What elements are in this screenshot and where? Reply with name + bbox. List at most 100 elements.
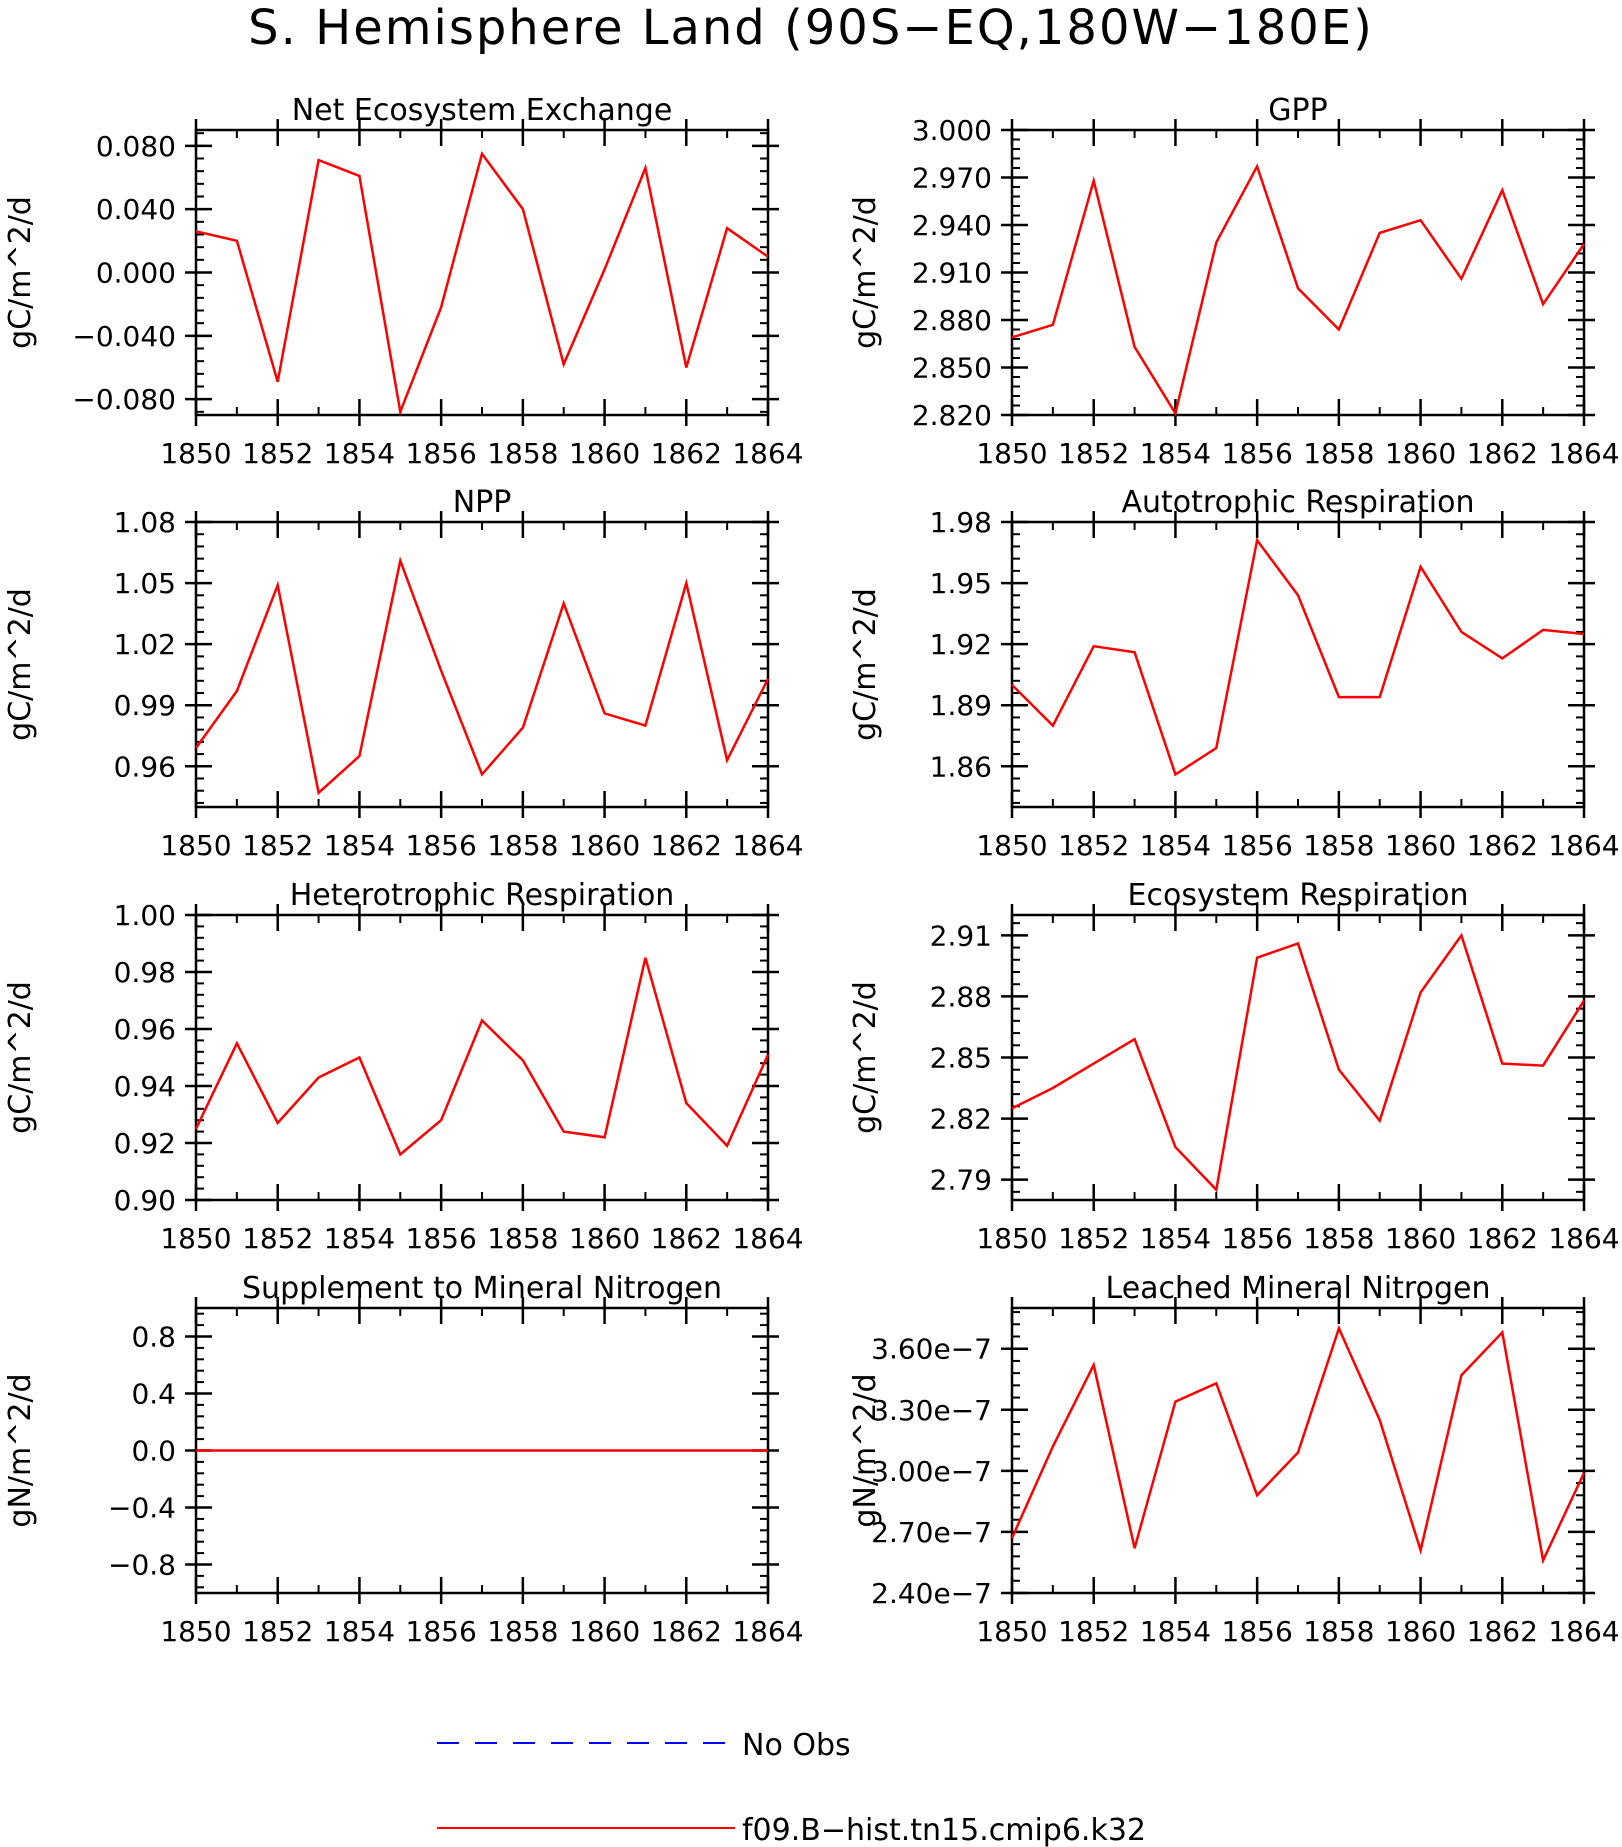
y-tick-label: 0.94 <box>114 1070 176 1103</box>
x-tick-label: 1862 <box>1467 1222 1538 1255</box>
y-tick-label: 0.4 <box>131 1378 176 1411</box>
x-tick-label: 1860 <box>1385 437 1456 470</box>
x-tick-label: 1860 <box>1385 1615 1456 1648</box>
legend-label-model: f09.B−hist.tn15.cmip6.k32 <box>742 1813 1146 1847</box>
y-tick-label: 1.89 <box>930 689 992 722</box>
plot-frame <box>1010 913 1586 1202</box>
y-tick-label: 0.96 <box>114 750 176 783</box>
y-tick-label: 2.79 <box>930 1164 992 1197</box>
x-tick-label: 1860 <box>1385 829 1456 862</box>
x-tick-label: 1852 <box>242 437 313 470</box>
y-tick-label: 1.05 <box>114 567 176 600</box>
y-tick-label: 2.40e−7 <box>871 1577 992 1610</box>
x-tick-label: 1858 <box>1303 829 1374 862</box>
x-tick-label: 1852 <box>242 829 313 862</box>
chart-panel-4: Heterotrophic Respiration gC/m^2/d 1850 185… <box>3 878 804 1255</box>
y-tick-label: 2.85 <box>930 1042 992 1075</box>
y-tick-label: 3.60e−7 <box>871 1333 992 1366</box>
x-tick-label: 1864 <box>1548 1615 1619 1648</box>
x-tick-label: 1860 <box>1385 1222 1456 1255</box>
x-tick-label: 1862 <box>1467 1615 1538 1648</box>
y-tick-label: 0.90 <box>114 1184 176 1217</box>
x-tick-label: 1856 <box>1222 437 1293 470</box>
x-tick-label: 1864 <box>732 829 803 862</box>
x-tick-label: 1854 <box>1140 1222 1211 1255</box>
plot-frame <box>1010 520 1586 809</box>
x-tick-label: 1860 <box>569 437 640 470</box>
x-tick-label: 1864 <box>732 437 803 470</box>
x-tick-label: 1856 <box>406 1222 477 1255</box>
x-tick-label: 1860 <box>569 1615 640 1648</box>
x-tick-label: 1862 <box>651 1222 722 1255</box>
x-tick-label: 1850 <box>160 829 231 862</box>
series-line-0 <box>194 957 770 1157</box>
x-tick-label: 1856 <box>406 437 477 470</box>
x-tick-label: 1854 <box>1140 829 1211 862</box>
x-tick-label: 1858 <box>1303 1222 1374 1255</box>
y-tick-label: 2.850 <box>912 352 992 385</box>
x-tick-label: 1854 <box>324 437 395 470</box>
y-axis-label: gC/m^2/d <box>3 981 38 1134</box>
y-tick-label: 0.8 <box>131 1321 176 1354</box>
x-tick-label: 1852 <box>242 1615 313 1648</box>
series-line-0 <box>1011 932 1586 1193</box>
y-tick-label: 3.00e−7 <box>871 1455 992 1488</box>
chart-title: Supplement to Mineral Nitrogen <box>242 1271 722 1306</box>
chart-panel-0: Net Ecosystem Exchange gC/m^2/d 1850 1852 18… <box>3 93 804 470</box>
x-tick-label: 1856 <box>406 829 477 862</box>
x-tick-label: 1864 <box>1548 829 1619 862</box>
chart-title: Ecosystem Respiration <box>1128 878 1469 913</box>
y-tick-label: 0.92 <box>114 1127 176 1160</box>
y-tick-label: −0.080 <box>72 383 176 416</box>
y-tick-label: 0.000 <box>96 257 176 290</box>
plot-frame <box>1010 128 1586 417</box>
x-tick-label: 1852 <box>1058 829 1129 862</box>
x-tick-label: 1856 <box>406 1615 477 1648</box>
y-tick-label: 3.000 <box>912 114 992 147</box>
y-tick-label: 1.00 <box>114 899 176 932</box>
chart-title: Autotrophic Respiration <box>1121 485 1474 520</box>
chart-panel-1: GPP gC/m^2/d 1850 1852 1854 1856 1858 1860 1862 1… <box>848 93 1620 470</box>
x-tick-label: 1854 <box>324 829 395 862</box>
plot-frame <box>194 128 770 417</box>
x-tick-label: 1852 <box>1058 1222 1129 1255</box>
chart-panel-5: Ecosystem Respiration gC/m^2/d 1850 1852 185… <box>848 878 1620 1255</box>
x-tick-label: 1850 <box>976 1615 1047 1648</box>
series-line-0 <box>1011 163 1586 417</box>
y-tick-label: 2.70e−7 <box>871 1516 992 1549</box>
y-tick-label: 0.98 <box>114 956 176 989</box>
y-tick-label: 1.98 <box>930 506 992 539</box>
y-tick-label: 2.880 <box>912 304 992 337</box>
chart-title: GPP <box>1268 93 1327 128</box>
x-tick-label: 1858 <box>487 829 558 862</box>
x-tick-label: 1850 <box>976 829 1047 862</box>
legend: No Obs f09.B−hist.tn15.cmip6.k32 <box>437 1728 1146 1847</box>
x-tick-label: 1854 <box>324 1222 395 1255</box>
legend-label-no-obs: No Obs <box>742 1728 851 1763</box>
page-title: S. Hemisphere Land (90S−EQ,180W−180E) <box>248 0 1374 56</box>
y-tick-label: 0.99 <box>114 689 176 722</box>
series-line-0 <box>195 150 769 417</box>
x-tick-label: 1858 <box>487 437 558 470</box>
y-tick-label: −0.4 <box>108 1492 176 1525</box>
chart-panels: Net Ecosystem Exchange gC/m^2/d 1850 1852 18… <box>3 93 1620 1648</box>
x-tick-label: 1850 <box>160 437 231 470</box>
y-tick-label: 0.96 <box>114 1013 176 1046</box>
y-tick-label: 2.820 <box>912 399 992 432</box>
y-tick-label: 2.970 <box>912 162 992 195</box>
x-tick-label: 1854 <box>1140 437 1211 470</box>
x-tick-label: 1862 <box>1467 437 1538 470</box>
y-tick-label: 1.95 <box>930 567 992 600</box>
y-axis-label: gC/m^2/d <box>848 588 883 741</box>
x-tick-label: 1864 <box>1548 1222 1619 1255</box>
y-tick-label: −0.8 <box>108 1549 176 1582</box>
x-tick-label: 1862 <box>651 437 722 470</box>
x-tick-label: 1858 <box>1303 437 1374 470</box>
y-tick-label: 0.0 <box>131 1435 176 1468</box>
x-tick-label: 1862 <box>651 1615 722 1648</box>
y-axis-label: gC/m^2/d <box>848 981 883 1134</box>
y-tick-label: 1.92 <box>930 628 992 661</box>
y-axis-label: gN/m^2/d <box>3 1373 38 1527</box>
chart-panel-2: NPP gC/m^2/d 1850 1852 1854 1856 1858 1860 1862 1… <box>3 485 804 862</box>
